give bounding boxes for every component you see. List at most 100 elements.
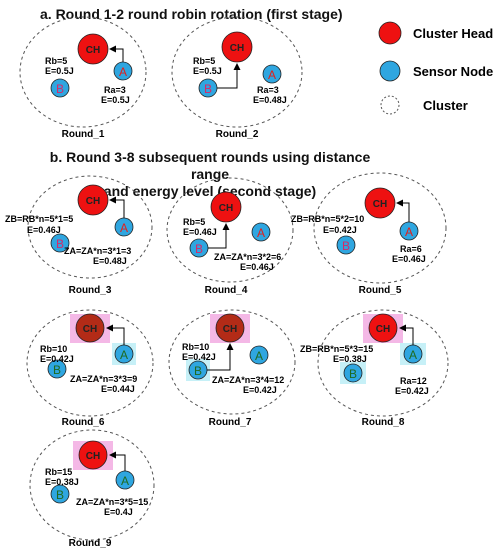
section-b-title-line1: b. Round 3-8 subsequent rounds using dis… [49, 149, 371, 182]
section-b-title-line2: and energy level (second stage) [103, 183, 317, 199]
sensor-node-a-label: A [120, 221, 128, 235]
round-5-text-1: ZB=RB*n=5*2=10 [291, 214, 364, 224]
sensor-node-a-label: A [405, 225, 413, 239]
sensor-node-b-label: B [342, 239, 350, 253]
cluster-head-node [368, 313, 398, 343]
transmission-arrow [109, 45, 124, 62]
cluster-boundary [19, 16, 147, 128]
round-8-text-3: Ra=12 [400, 376, 427, 386]
round-9-text-3: ZA=ZA*n=3*5=15 [76, 497, 148, 507]
transmission-arrow [399, 324, 414, 345]
round-5-text-3: Ra=6 [400, 244, 422, 254]
round-3-text-2: E=0.46J [27, 225, 61, 235]
transmission-arrow [217, 63, 241, 89]
round-1-label: Round_1 [62, 129, 105, 140]
cluster-boundary [29, 429, 155, 541]
round-8-text-1: ZB=RB*n=5*3=15 [300, 344, 373, 354]
cluster-head-node [77, 184, 109, 216]
round-2-text-3: Ra=3 [257, 85, 279, 95]
round-9-text-4: E=0.4J [104, 507, 133, 517]
cluster-boundary [171, 16, 303, 128]
cluster-boundary [313, 172, 447, 284]
cluster-head-label: CH [376, 324, 390, 335]
round-7-text-2: E=0.42J [182, 352, 216, 362]
cluster-head-label: CH [86, 196, 100, 207]
round-5-label: Round_5 [359, 285, 402, 296]
sensor-node-a-label: A [268, 68, 276, 82]
cluster-head-label: CH [373, 199, 387, 210]
cluster-head-node [78, 440, 108, 470]
round-3-label: Round_3 [69, 285, 112, 296]
sensor-node-b-label: B [204, 82, 212, 96]
round-7-label: Round_7 [209, 417, 252, 428]
sensor-node-a-label: A [257, 226, 265, 240]
cluster-head-node [364, 187, 396, 219]
round-6-label: Round_6 [62, 417, 105, 428]
round-1-cluster: CH A B Rb=5 E=0.5J Ra=3 E=0.5J Round_1 [19, 16, 147, 140]
sensor-node-a-label: A [255, 349, 263, 363]
round-6-text-3: ZA=ZA*n=3*3=9 [70, 374, 137, 384]
round-3-text-3: ZA=ZA*n=3*1=3 [64, 246, 131, 256]
round-4-text-2: E=0.46J [183, 227, 217, 237]
cluster-boundary [166, 177, 294, 283]
legend-cluster-icon [380, 95, 400, 115]
legend-sensor-node-icon [379, 60, 401, 82]
cluster-head-label: CH [223, 324, 237, 335]
cluster-head-label: CH [83, 324, 97, 335]
round-2-cluster: CH A B Rb=5 E=0.5J Ra=3 E=0.48J Round_2 [171, 16, 303, 140]
cluster-boundary [26, 309, 154, 417]
round-7-cluster: CH A B Rb=10 E=0.42J ZA=ZA*n=3*4=12 E=0.… [168, 309, 296, 428]
sensor-node-b-label: B [349, 367, 357, 381]
sensor-node-b-label: B [195, 242, 203, 256]
sensor-node-b [336, 235, 356, 255]
cluster-boundary [168, 309, 296, 415]
sensor-node-a [251, 222, 271, 242]
sensor-node-a-label: A [120, 348, 128, 362]
round-5-cluster: CH A B ZB=RB*n=5*2=10 E=0.42J Ra=6 E=0.4… [291, 172, 447, 296]
cluster-head-label: CH [230, 43, 244, 54]
sensor-node-b-label: B [56, 237, 64, 251]
round-4-cluster: CH A B Rb=5 E=0.46J ZA=ZA*n=3*2=6 E=0.46… [166, 177, 294, 296]
round-2-text-2: E=0.5J [193, 66, 222, 76]
sensor-node-b-label: B [56, 82, 64, 96]
cluster-head-node [221, 31, 253, 63]
legend-cluster-head-icon [378, 21, 402, 45]
round-7-text-4: E=0.42J [243, 385, 277, 395]
round-8-text-2: E=0.38J [333, 354, 367, 364]
round-3-cluster: CH A B ZB=RB*n=5*1=5 E=0.46J ZA=ZA*n=3*1… [5, 175, 153, 296]
section-a-title: a. Round 1-2 round robin rotation (first… [40, 6, 343, 22]
round-3-text-1: ZB=RB*n=5*1=5 [5, 214, 73, 224]
round-1-text-2: E=0.5J [45, 66, 74, 76]
sensor-node-a-label: A [119, 65, 127, 79]
sensor-node-a [262, 64, 282, 84]
sensor-node-b-label: B [53, 363, 61, 377]
sensor-node-b [50, 78, 70, 98]
transmission-arrow [106, 324, 125, 345]
sensor-node-b-label: B [194, 364, 202, 378]
round-4-text-4: E=0.46J [240, 262, 274, 272]
round-7-text-1: Rb=10 [182, 342, 209, 352]
cluster-head-node [75, 313, 105, 343]
cluster-head-node [210, 191, 242, 223]
round-3-text-4: E=0.48J [93, 256, 127, 266]
round-7-text-3: ZA=ZA*n=3*4=12 [212, 375, 284, 385]
round-4-text-1: Rb=5 [183, 217, 205, 227]
legend-cluster-head-label: Cluster Head [413, 26, 493, 41]
round-8-label: Round_8 [362, 417, 405, 428]
cluster-boundary [317, 309, 449, 417]
transmission-arrow [207, 343, 234, 371]
round-1-text-1: Rb=5 [45, 56, 67, 66]
sensor-node-b [343, 363, 363, 383]
round-5-text-4: E=0.46J [392, 254, 426, 264]
round-4-text-3: ZA=ZA*n=3*2=6 [214, 252, 281, 262]
round-9-label: Round_9 [69, 538, 112, 549]
transmission-arrow [109, 451, 126, 471]
round-1-text-4: E=0.5J [101, 95, 130, 105]
transmission-arrow [396, 199, 410, 222]
round-8-text-4: E=0.42J [395, 386, 429, 396]
sensor-node-a-label: A [409, 348, 417, 362]
round-5-text-2: E=0.42J [323, 225, 357, 235]
sensor-node-b [50, 233, 70, 253]
sensor-node-a [249, 345, 269, 365]
